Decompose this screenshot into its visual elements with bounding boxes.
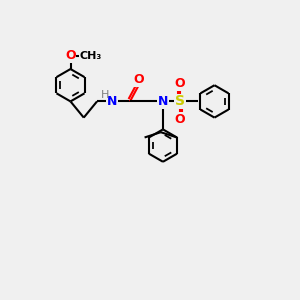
Text: O: O <box>175 113 185 126</box>
Text: CH₃: CH₃ <box>79 51 101 61</box>
Text: N: N <box>158 95 168 108</box>
Text: H: H <box>101 90 109 100</box>
Text: S: S <box>175 94 185 108</box>
Text: O: O <box>175 77 185 90</box>
Text: N: N <box>107 95 118 108</box>
Text: O: O <box>65 49 76 62</box>
Text: O: O <box>134 73 144 86</box>
